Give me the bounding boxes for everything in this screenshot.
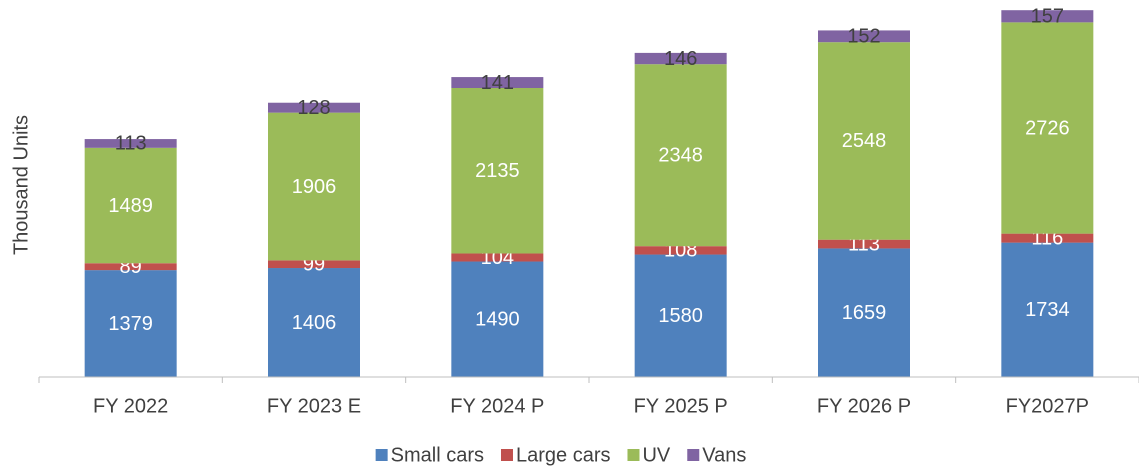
bar-segment bbox=[451, 88, 544, 254]
bar-segment bbox=[634, 246, 727, 255]
x-tick-label: FY 2023 E bbox=[267, 395, 361, 417]
data-label: 1379 bbox=[108, 313, 153, 335]
x-tick-label: FY 2024 P bbox=[450, 395, 544, 417]
data-label: 157 bbox=[1031, 6, 1064, 28]
data-label: 2135 bbox=[475, 160, 520, 182]
bar-segment bbox=[451, 253, 544, 262]
legend-swatch bbox=[500, 449, 513, 461]
data-label: 1580 bbox=[658, 305, 703, 327]
legend-label: Vans bbox=[702, 444, 746, 466]
bar-segment bbox=[818, 42, 910, 240]
data-label: 1906 bbox=[292, 176, 337, 198]
bar-segment bbox=[1001, 10, 1094, 23]
legend-swatch bbox=[627, 449, 640, 461]
data-label: 1490 bbox=[475, 309, 520, 331]
bar-segment bbox=[818, 30, 910, 43]
legend-label: Small cars bbox=[391, 444, 484, 466]
data-label: 152 bbox=[847, 26, 880, 48]
bar-segment bbox=[634, 64, 727, 247]
legend-swatch bbox=[375, 449, 388, 461]
legend-label: UV bbox=[642, 444, 670, 466]
data-label: 128 bbox=[297, 97, 330, 119]
data-label: 141 bbox=[481, 72, 514, 94]
data-label: 2726 bbox=[1025, 117, 1070, 139]
bar-segment bbox=[84, 139, 177, 148]
bar-segment bbox=[1001, 242, 1094, 377]
data-label: 1734 bbox=[1025, 299, 1070, 321]
bar-segment bbox=[268, 268, 360, 377]
legend-swatch bbox=[687, 449, 700, 461]
data-label: 2548 bbox=[842, 130, 887, 152]
bar-segment bbox=[451, 77, 544, 89]
data-label: 2348 bbox=[658, 144, 703, 166]
bar-segment bbox=[268, 102, 360, 113]
data-label: 1489 bbox=[108, 195, 153, 217]
bar-segment bbox=[84, 270, 177, 377]
bar-segment bbox=[84, 147, 177, 264]
bar-segment bbox=[268, 260, 360, 269]
y-axis-label: Thousand Units bbox=[10, 115, 32, 255]
bar-segment bbox=[268, 112, 360, 261]
data-label: 1406 bbox=[292, 312, 337, 334]
bar-segment bbox=[818, 239, 910, 249]
bar-segment bbox=[818, 248, 910, 377]
bar-segment bbox=[84, 263, 177, 271]
legend-label: Large cars bbox=[516, 444, 611, 466]
bar-segment bbox=[634, 254, 727, 377]
x-tick-label: FY 2022 bbox=[93, 395, 168, 417]
data-label: 1659 bbox=[842, 302, 887, 324]
x-tick-label: FY 2025 P bbox=[634, 395, 728, 417]
bar-segment bbox=[1001, 233, 1094, 243]
x-tick-label: FY2027P bbox=[1006, 395, 1089, 417]
x-tick-label: FY 2026 P bbox=[817, 395, 911, 417]
data-label: 113 bbox=[115, 133, 147, 155]
bar-segment bbox=[1001, 22, 1094, 234]
bar-segment bbox=[634, 52, 727, 65]
bar-segment bbox=[451, 261, 544, 377]
data-label: 146 bbox=[664, 48, 697, 70]
